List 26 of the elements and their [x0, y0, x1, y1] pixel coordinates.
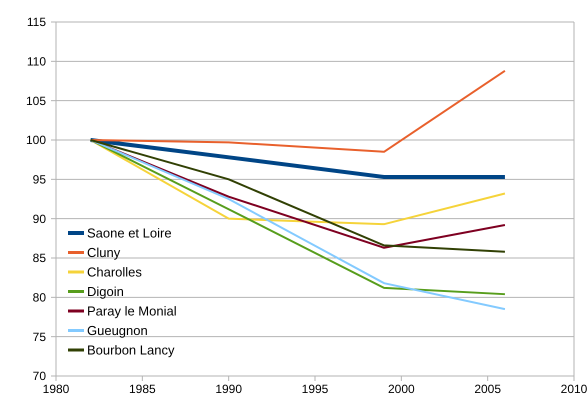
y-tick-label: 110	[26, 54, 46, 69]
x-tick-label: 1980	[42, 382, 70, 396]
x-tick-label: 1985	[128, 382, 156, 396]
legend-label: Cluny	[87, 245, 121, 260]
x-tick-label: 1995	[302, 382, 329, 396]
y-tick-label: 85	[32, 251, 46, 266]
x-tick-label: 2000	[388, 382, 416, 396]
y-tick-label: 105	[26, 94, 46, 108]
legend-label: Saone et Loire	[87, 226, 172, 241]
legend-label: Digoin	[87, 284, 124, 300]
legend-label: Bourbon Lancy	[87, 342, 175, 358]
y-tick-label: 75	[32, 330, 46, 344]
legend-label: Paray le Monial	[87, 304, 177, 319]
legend-label: Charolles	[87, 264, 142, 280]
line-series	[90, 70, 506, 153]
y-tick-label: 80	[32, 290, 46, 305]
y-tick-label: 95	[32, 172, 46, 187]
line-series	[90, 139, 506, 226]
x-tick-label: 1990	[215, 382, 242, 396]
legend-label: Gueugnon	[87, 323, 148, 338]
y-tick-label: 90	[32, 212, 46, 226]
y-tick-label: 100	[26, 133, 46, 148]
x-tick-label: 2005	[474, 382, 502, 396]
x-tick-label: 2010	[560, 382, 588, 396]
y-tick-label: 115	[26, 15, 46, 30]
y-tick-label: 70	[32, 369, 46, 384]
